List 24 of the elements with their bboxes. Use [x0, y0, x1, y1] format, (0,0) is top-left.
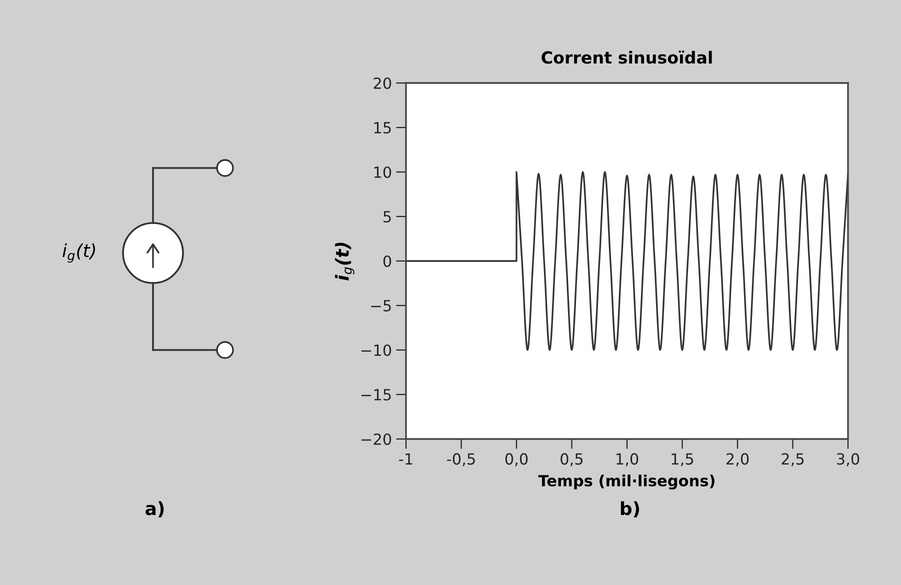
x-tick-label: -0,5 [447, 453, 475, 466]
x-axis-title: Temps (mil·lisegons) [538, 474, 714, 490]
x-tick-label: 1,5 [672, 453, 694, 466]
y-tick-label: 15 [374, 122, 391, 134]
y-tick-label: −10 [361, 344, 392, 356]
y-tick-label: 5 [384, 211, 391, 223]
y-tick-label: 10 [374, 166, 392, 178]
x-tick-label: 3,0 [837, 453, 860, 466]
y-tick-label: −5 [371, 300, 391, 312]
chart-title: Corrent sinusoïdal [542, 50, 712, 64]
y-tick-label: −20 [361, 433, 392, 446]
text: i$_{g}$(t) [62, 243, 96, 263]
x-tick-label: 0,0 [505, 453, 528, 466]
x-tick-label: 0,5 [560, 453, 583, 466]
y-tick-label: −15 [361, 389, 391, 401]
x-tick-label: -1 [399, 453, 412, 464]
y-axis-title: i$_{g}$(t) [334, 242, 354, 280]
y-tick-label: 20 [374, 77, 392, 90]
x-tick-label: 1,0 [616, 453, 638, 466]
x-tick-label: 2,0 [726, 453, 749, 466]
text: a) [146, 501, 164, 518]
x-tick-label: 2,5 [782, 453, 804, 466]
y-tick-label: 0 [383, 255, 392, 268]
text: b) [620, 501, 640, 518]
